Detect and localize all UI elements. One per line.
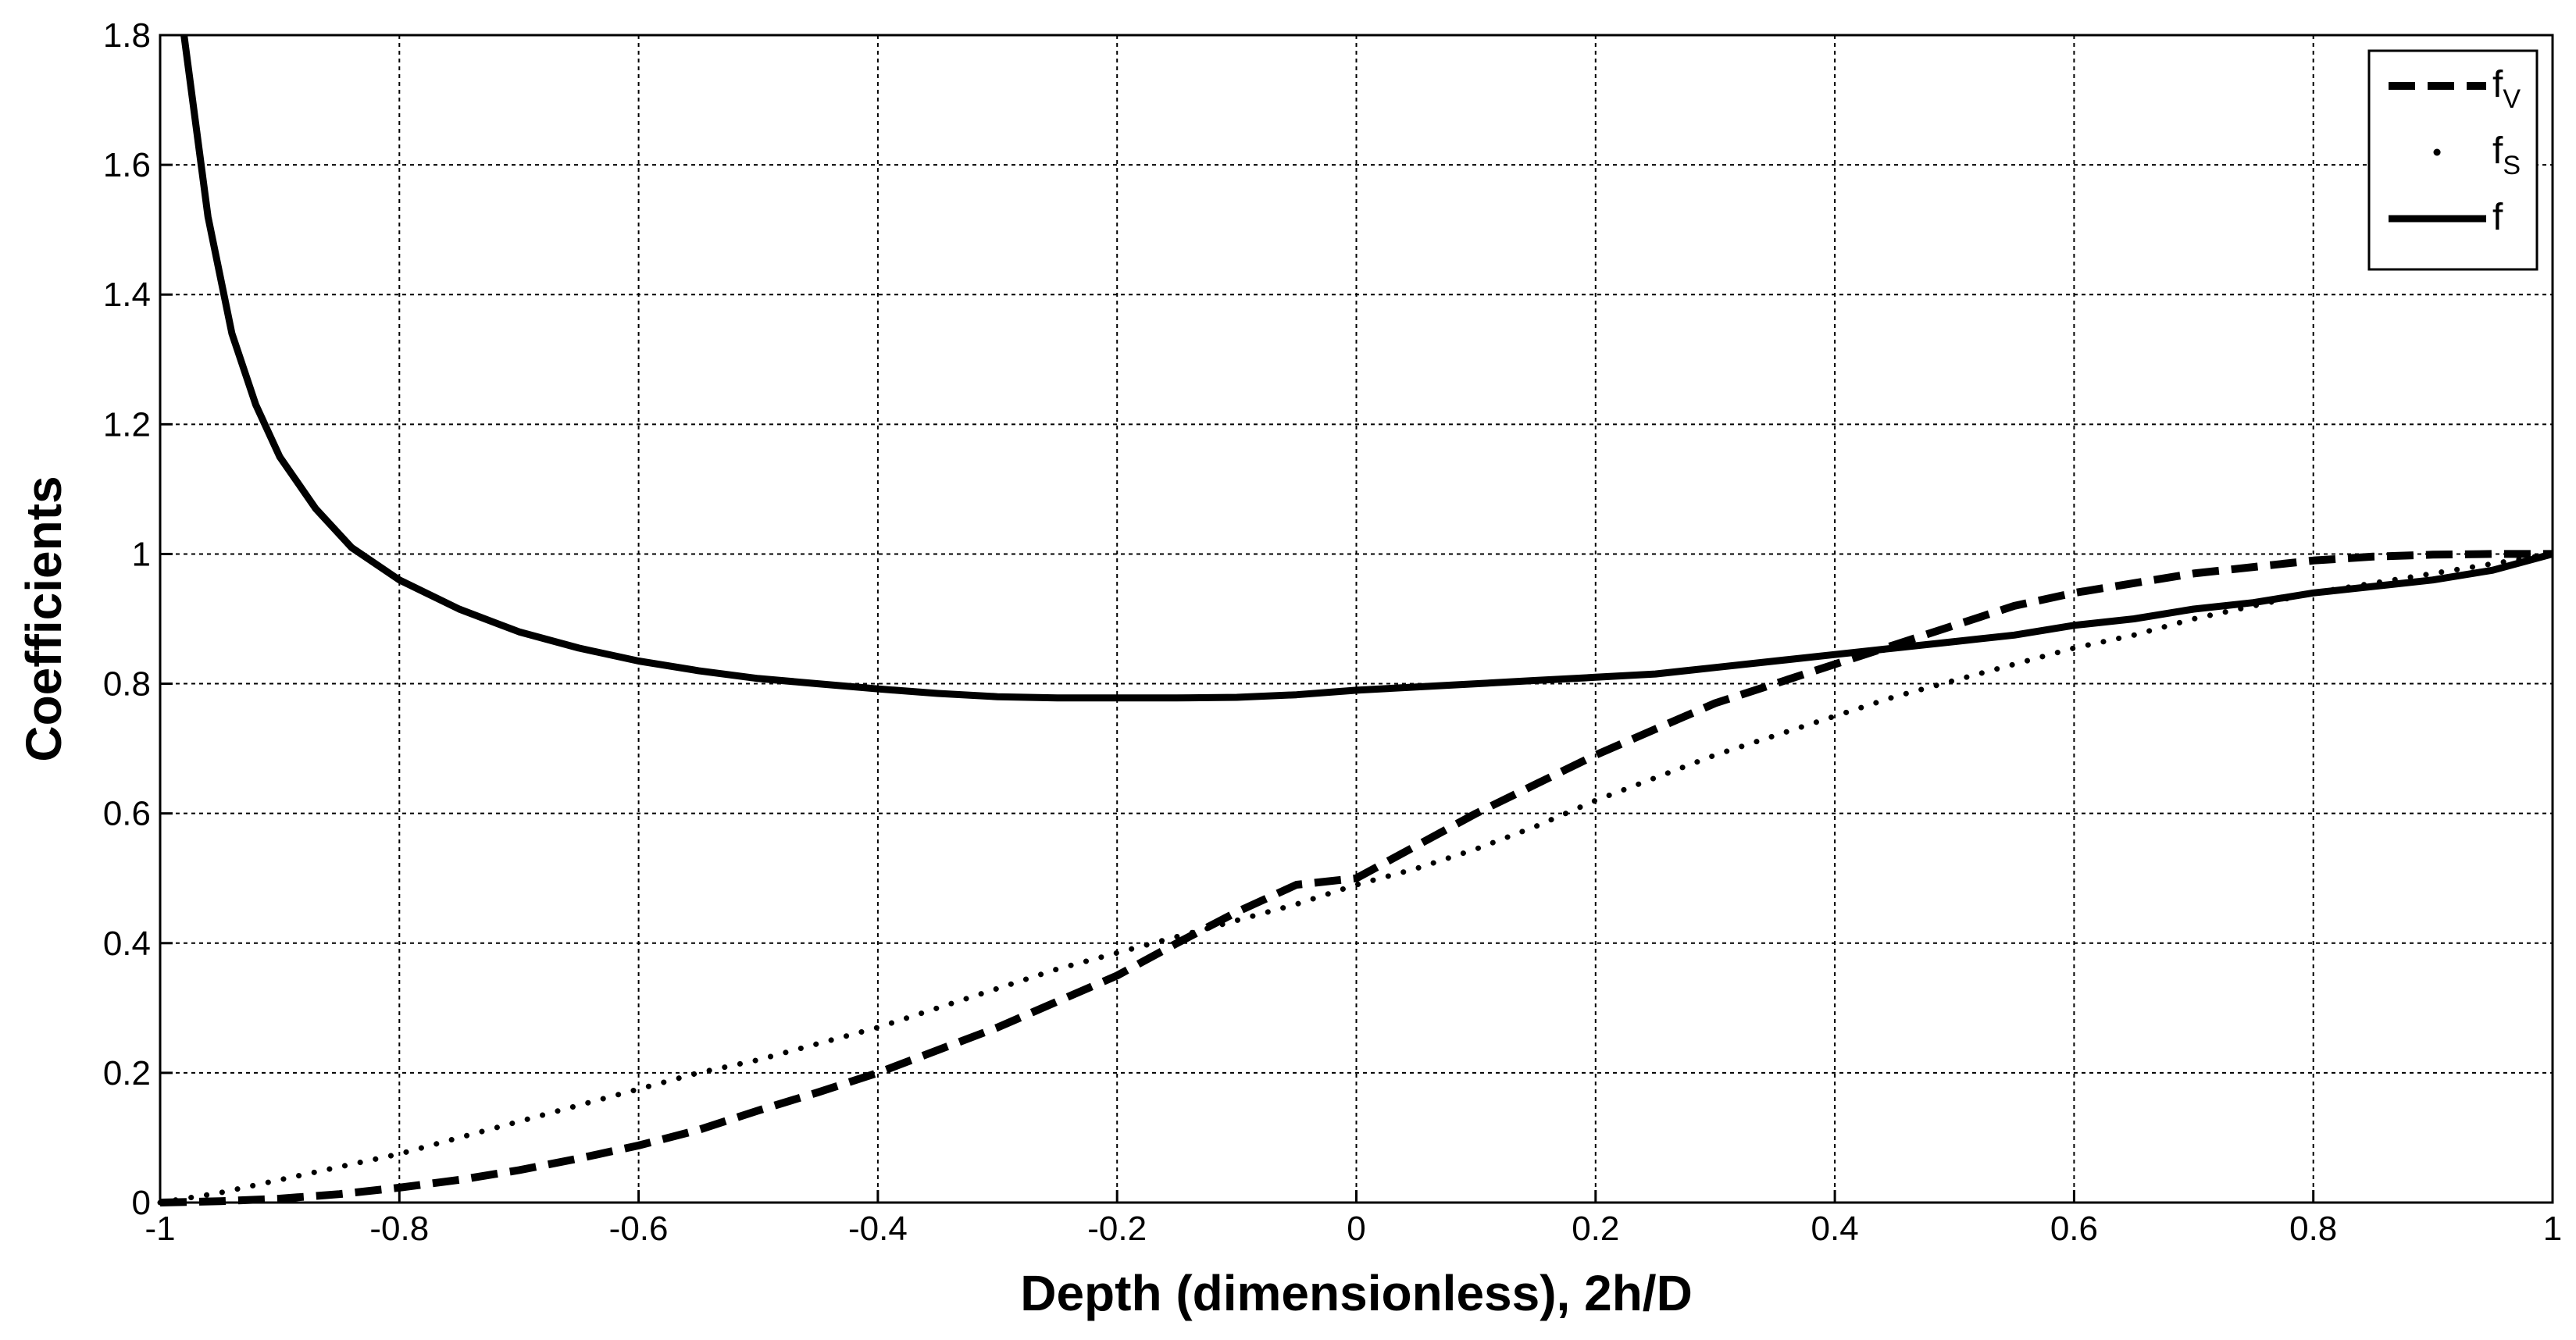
x-tick-label: 0 — [1347, 1210, 1365, 1248]
series-line-fV — [159, 550, 2553, 1206]
y-tick-label: 1.4 — [103, 276, 151, 314]
y-tick-label: 0.6 — [103, 795, 151, 833]
legend-label-main: f — [2492, 64, 2503, 105]
y-axis-title: Coefficients — [16, 476, 72, 761]
series-layer — [157, 34, 2556, 1206]
tick-labels: -1 -0.8 -0.6 -0.4 -0.2 0 0.2 0.4 0.6 0.8 1 0 0.2 0.4 0… — [103, 16, 2562, 1248]
y-tick-label: 0.4 — [103, 925, 151, 963]
ticks — [159, 34, 2554, 1204]
x-axis-title: Depth (dimensionless), 2h/D — [1020, 1265, 1693, 1321]
legend-label: fS — [2492, 130, 2521, 180]
x-tick-label: -1 — [144, 1210, 175, 1248]
series-line-f — [180, 34, 2554, 702]
x-tick-label: -0.8 — [369, 1210, 429, 1248]
legend-label-subscript: V — [2503, 84, 2521, 114]
grid — [160, 35, 2553, 1203]
y-tick-label: 1.6 — [103, 146, 151, 184]
x-tick-label: -0.4 — [848, 1210, 908, 1248]
y-tick-label: 1.8 — [103, 16, 151, 55]
legend-item: fS — [2433, 130, 2521, 180]
legend-label-main: f — [2492, 130, 2503, 172]
legend-label-main: f — [2492, 197, 2503, 238]
x-tick-label: -0.2 — [1087, 1210, 1147, 1248]
legend-label-subscript: S — [2503, 151, 2521, 180]
series-line-fS — [157, 551, 2556, 1206]
legend-item: fV — [2389, 64, 2521, 114]
y-tick-label: 0.8 — [103, 665, 151, 704]
x-tick-label: 0.8 — [2289, 1210, 2337, 1248]
legend-label: fV — [2492, 64, 2521, 114]
x-tick-label: 0.6 — [2050, 1210, 2098, 1248]
x-tick-label: 0.2 — [1572, 1210, 1619, 1248]
y-tick-label: 0 — [132, 1184, 151, 1222]
y-tick-label: 1 — [132, 535, 151, 573]
x-tick-label: -0.6 — [609, 1210, 669, 1248]
y-tick-label: 1.2 — [103, 405, 151, 444]
x-tick-label: 0.4 — [1811, 1210, 1859, 1248]
x-tick-label: 1 — [2543, 1210, 2562, 1248]
legend-item: f — [2389, 197, 2503, 238]
legend-label: f — [2492, 197, 2503, 238]
y-tick-label: 0.2 — [103, 1054, 151, 1092]
